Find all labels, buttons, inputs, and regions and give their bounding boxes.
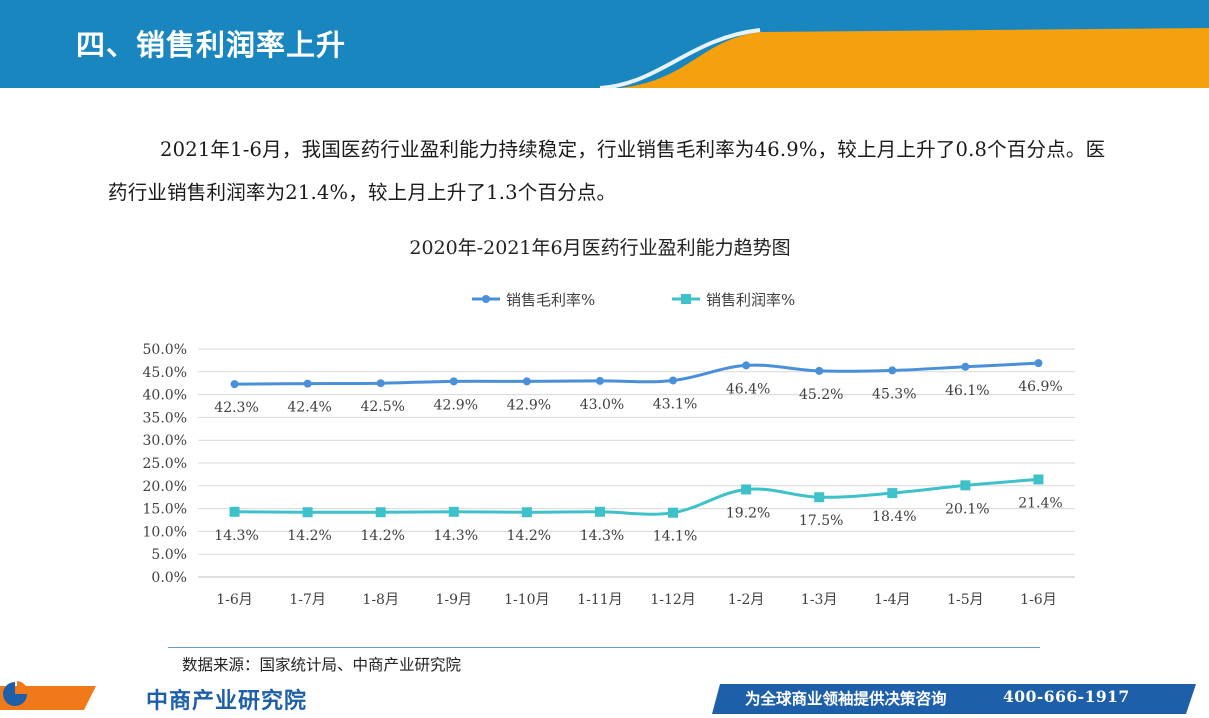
- data-label: 46.1%: [945, 383, 989, 399]
- y-tick-label: 20.0%: [143, 479, 187, 495]
- y-tick-label: 25.0%: [143, 456, 187, 472]
- x-tick-label: 1-7月: [289, 592, 326, 608]
- data-label: 42.9%: [434, 397, 478, 413]
- data-point: [960, 480, 971, 491]
- data-point: [669, 376, 678, 385]
- data-point: [302, 507, 313, 518]
- data-label: 46.4%: [726, 381, 770, 397]
- legend-label: 销售利润率%: [706, 291, 795, 309]
- data-point: [961, 362, 970, 371]
- data-point: [1033, 474, 1044, 485]
- footer-brand-name: 中商产业研究院: [146, 689, 308, 714]
- x-tick-label: 1-8月: [362, 592, 399, 608]
- source-divider: [168, 647, 1040, 648]
- x-tick-label: 1-5月: [947, 592, 984, 608]
- series-line-2: [234, 477, 1039, 516]
- data-label: 43.1%: [653, 396, 697, 412]
- intro-paragraph: 2021年1-6月，我国医药行业盈利能力持续稳定，行业销售毛利率为46.9%，较…: [108, 128, 1108, 214]
- x-tick-label: 1-6月: [1020, 592, 1057, 608]
- x-tick-label: 1-9月: [436, 592, 473, 608]
- y-tick-label: 45.0%: [143, 365, 187, 381]
- x-tick-label: 1-10月: [504, 592, 549, 608]
- data-label: 14.3%: [434, 528, 478, 544]
- data-label: 14.2%: [360, 528, 404, 544]
- data-label: 14.3%: [214, 528, 258, 544]
- data-point: [888, 366, 897, 375]
- y-tick-label: 15.0%: [143, 502, 187, 518]
- data-point: [595, 376, 604, 385]
- y-tick-label: 0.0%: [151, 570, 187, 586]
- data-label: 14.2%: [507, 528, 551, 544]
- data-point: [887, 488, 898, 499]
- x-tick-label: 1-2月: [728, 592, 765, 608]
- data-point: [814, 492, 825, 503]
- header-background: [0, 0, 1209, 88]
- data-point: [376, 379, 385, 388]
- legend-label: 销售毛利率%: [506, 291, 595, 309]
- data-source: 数据来源：国家统计局、中商产业研究院: [182, 656, 462, 674]
- intro-text: 2021年1-6月，我国医药行业盈利能力持续稳定，行业销售毛利率为46.9%，较…: [108, 138, 1106, 204]
- chart-title: 2020年-2021年6月医药行业盈利能力趋势图: [409, 237, 791, 259]
- data-label: 14.2%: [287, 528, 331, 544]
- data-point: [1034, 359, 1043, 368]
- data-label: 43.0%: [580, 397, 624, 413]
- data-label: 21.4%: [1018, 495, 1062, 511]
- data-label: 42.4%: [287, 400, 331, 416]
- data-label: 14.3%: [580, 528, 624, 544]
- data-label: 17.5%: [799, 513, 843, 529]
- data-point: [741, 484, 752, 495]
- data-point: [375, 507, 386, 518]
- data-point: [668, 507, 679, 518]
- data-label: 45.3%: [872, 386, 916, 402]
- data-label: 45.2%: [799, 387, 843, 403]
- legend-marker: [482, 295, 490, 303]
- data-point: [448, 506, 459, 517]
- data-point: [815, 366, 824, 375]
- legend-marker: [681, 294, 691, 304]
- x-tick-label: 1-12月: [650, 592, 695, 608]
- page-title: 四、销售利润率上升: [76, 28, 347, 62]
- data-label: 42.9%: [507, 397, 551, 413]
- data-label: 18.4%: [872, 509, 916, 525]
- data-label: 46.9%: [1018, 379, 1062, 395]
- data-label: 19.2%: [726, 505, 770, 521]
- x-tick-label: 1-11月: [577, 592, 622, 608]
- data-point: [742, 361, 751, 370]
- data-point: [229, 506, 240, 517]
- y-tick-label: 10.0%: [143, 524, 187, 540]
- brand-logo-icon: [3, 681, 28, 706]
- data-point: [230, 380, 239, 389]
- footer: 中商产业研究院 为全球商业领袖提供决策咨询 400-666-1917: [0, 680, 1209, 718]
- data-point: [449, 377, 458, 386]
- data-label: 14.1%: [653, 529, 697, 545]
- x-tick-label: 1-6月: [216, 592, 253, 608]
- data-point: [303, 379, 312, 388]
- data-point: [522, 377, 531, 386]
- y-tick-label: 35.0%: [143, 410, 187, 426]
- footer-phone: 400-666-1917: [1003, 687, 1130, 706]
- data-point: [594, 506, 605, 517]
- x-tick-label: 1-3月: [801, 592, 838, 608]
- data-label: 42.3%: [214, 400, 258, 416]
- y-tick-label: 5.0%: [151, 547, 187, 563]
- footer-slogan: 为全球商业领袖提供决策咨询: [745, 689, 947, 708]
- series-line-1: [234, 361, 1039, 386]
- data-point: [521, 507, 532, 518]
- y-tick-label: 40.0%: [143, 388, 187, 404]
- header-banner: 四、销售利润率上升: [0, 0, 1209, 88]
- data-label: 42.5%: [360, 399, 404, 415]
- y-tick-label: 30.0%: [143, 433, 187, 449]
- y-tick-label: 50.0%: [143, 342, 187, 358]
- data-label: 20.1%: [945, 501, 989, 517]
- x-tick-label: 1-4月: [874, 592, 911, 608]
